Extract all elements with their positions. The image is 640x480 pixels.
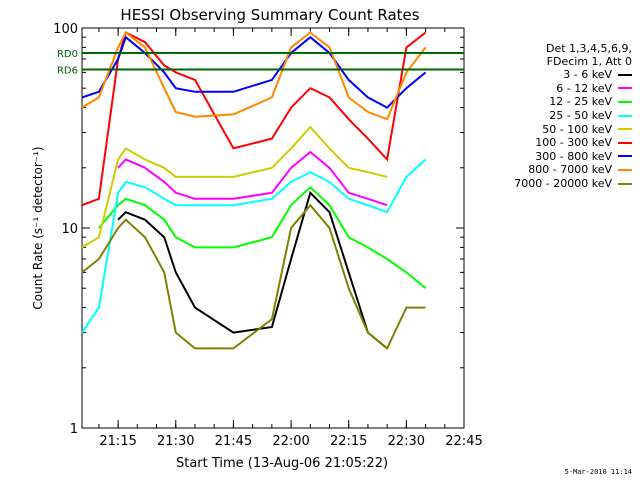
legend-swatch (618, 182, 632, 185)
x-tick-label: 22:45 (445, 434, 482, 449)
legend-entry-label: 100 - 300 keV (535, 136, 612, 150)
series-line (98, 185, 427, 289)
legend-entry-label: 6 - 12 keV (556, 81, 612, 95)
legend-entry: 300 - 800 keV (487, 150, 632, 164)
legend-title-line-1: Det 1,3,4,5,6,9, (545, 42, 632, 55)
y-tick-label: 1 (70, 422, 78, 437)
legend-entry: 12 - 25 keV (487, 95, 632, 109)
x-tick-label: 22:30 (388, 434, 425, 449)
legend-swatch (618, 114, 632, 117)
x-tick-label: 21:15 (99, 434, 136, 449)
series-line (117, 150, 388, 207)
annotation-label: RD0 (57, 49, 78, 60)
series-line (81, 30, 427, 121)
series-line (81, 158, 427, 334)
legend-swatch (618, 168, 632, 171)
chart-legend: Det 1,3,4,5,6,9, FDecim 1, Att 0 3 - 6 k… (487, 42, 632, 190)
legend-entry-label: 12 - 25 keV (549, 95, 612, 109)
legend-swatch (618, 128, 632, 131)
plot-area: 1 10 100 21:15 21:30 21:45 22:00 22:15 22:30 22:4… (53, 22, 483, 449)
series-line (81, 35, 427, 109)
series-line (117, 190, 388, 350)
series-line (81, 31, 427, 207)
x-tick-label: 21:30 (157, 434, 194, 449)
x-tick-label: 22:15 (330, 434, 367, 449)
legend-entry: 25 - 50 keV (487, 109, 632, 123)
series-line (81, 203, 426, 350)
legend-swatch (618, 155, 632, 158)
legend-entry-label: 7000 - 20000 keV (514, 177, 612, 191)
y-axis-label: Count Rate (s⁻¹ detector⁻¹) (31, 146, 45, 309)
legend-entry: 3 - 6 keV (487, 68, 632, 82)
annotation-label: RD6 (57, 66, 78, 77)
legend-swatch (618, 141, 632, 144)
series-line (81, 125, 388, 249)
legend-entry: 6 - 12 keV (487, 82, 632, 96)
legend-entry-label: 50 - 100 keV (542, 122, 612, 136)
timestamp-stamp: 5-Mar-2010 11:14 (564, 468, 632, 476)
legend-entry-label: 300 - 800 keV (535, 149, 612, 163)
legend-entry: 100 - 300 keV (487, 136, 632, 150)
y-tick-label: 100 (53, 22, 78, 37)
legend-entry-label: 25 - 50 keV (549, 109, 612, 123)
legend-swatch (618, 100, 632, 103)
chart-title: HESSI Observing Summary Count Rates (120, 6, 419, 24)
x-tick-label: 21:45 (215, 434, 252, 449)
x-axis-label: Start Time (13-Aug-06 21:05:22) (176, 456, 388, 471)
legend-entry: 7000 - 20000 keV (487, 177, 632, 191)
legend-entry-label: 800 - 7000 keV (528, 163, 612, 177)
legend-entry: 800 - 7000 keV (487, 163, 632, 177)
x-tick-label: 22:00 (272, 434, 309, 449)
legend-entry-label: 3 - 6 keV (563, 68, 612, 82)
legend-swatch (618, 73, 632, 76)
legend-entry: 50 - 100 keV (487, 122, 632, 136)
legend-title-line-2: FDecim 1, Att 0 (546, 55, 632, 68)
legend-swatch (618, 87, 632, 90)
y-tick-label: 10 (61, 222, 78, 237)
